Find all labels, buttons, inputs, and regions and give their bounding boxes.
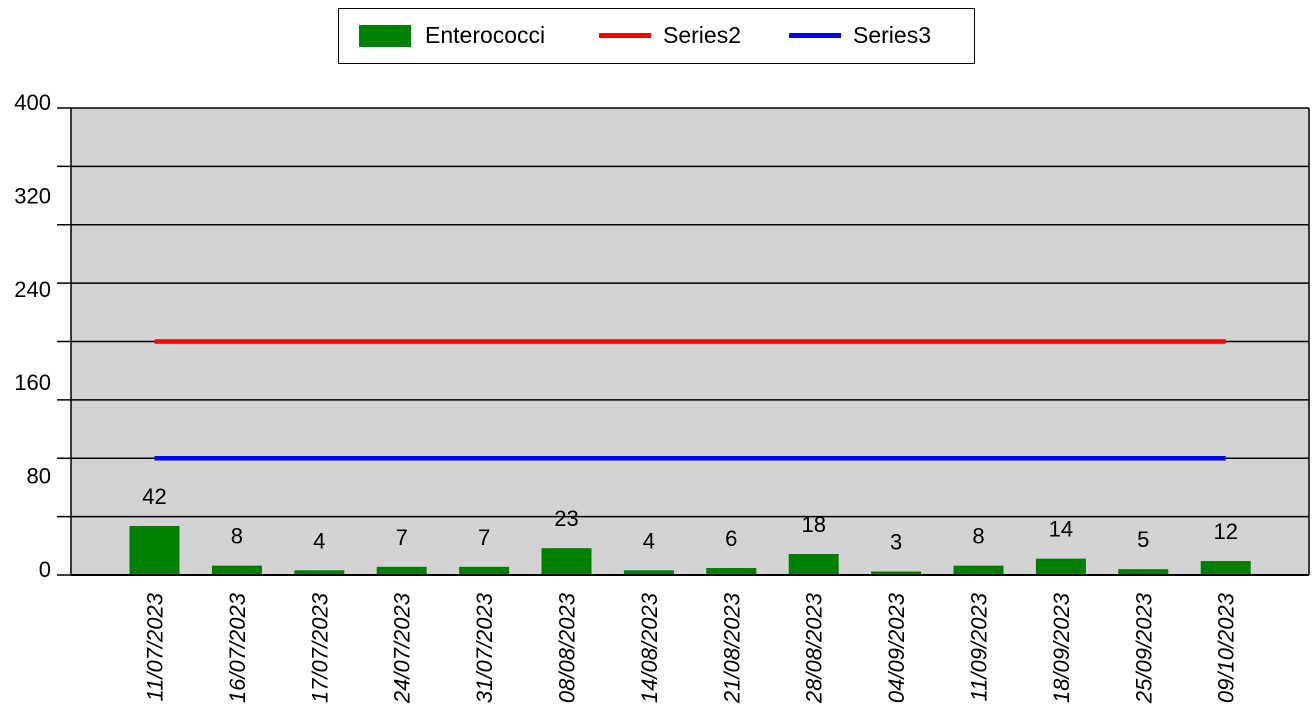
x-tick-label: 25/09/2023 (1131, 592, 1156, 704)
bar-data-label: 8 (972, 524, 984, 549)
bar-data-label: 8 (231, 524, 243, 549)
legend-swatch-series2 (599, 33, 651, 38)
legend-item-series3: Series3 (789, 9, 931, 62)
y-tick-label: 240 (14, 277, 51, 302)
bar (1118, 569, 1169, 575)
bar-data-label: 7 (396, 525, 408, 550)
y-tick-label: 80 (27, 464, 51, 489)
x-tick-label: 11/07/2023 (143, 592, 168, 701)
bar-data-label: 7 (478, 525, 490, 550)
y-tick-label: 400 (14, 90, 51, 115)
x-tick-label: 28/08/2023 (802, 592, 827, 704)
x-tick-label: 04/09/2023 (884, 592, 909, 703)
bar-data-label: 18 (801, 512, 825, 537)
legend-label-series3: Series3 (853, 22, 931, 48)
bar-data-label: 5 (1137, 527, 1149, 552)
bar-data-label: 3 (890, 529, 902, 554)
y-tick-label: 160 (14, 370, 51, 395)
bar (376, 566, 427, 575)
bar-data-label: 4 (313, 528, 325, 553)
bar (623, 570, 674, 575)
bar-data-label: 14 (1049, 517, 1073, 542)
bar-data-label: 4 (643, 528, 655, 553)
bar-data-label: 42 (142, 484, 166, 509)
bar (129, 525, 180, 575)
legend-item-series2: Series2 (599, 9, 741, 62)
x-tick-label: 24/07/2023 (390, 592, 415, 704)
bar (788, 553, 839, 575)
bar (1200, 560, 1251, 575)
x-tick-label: 09/10/2023 (1214, 592, 1239, 703)
legend-label-series2: Series2 (663, 22, 741, 48)
bar-data-label: 23 (554, 506, 578, 531)
bar (1035, 558, 1086, 575)
bar (871, 571, 922, 575)
x-tick-label: 17/07/2023 (307, 592, 332, 703)
legend-swatch-series3 (789, 33, 841, 38)
x-tick-label: 11/09/2023 (967, 592, 992, 701)
x-tick-label: 08/08/2023 (555, 592, 580, 703)
bar-data-label: 6 (725, 526, 737, 551)
x-tick-label: 18/09/2023 (1049, 592, 1074, 703)
x-tick-label: 31/07/2023 (472, 592, 497, 703)
bar (294, 570, 345, 575)
bar (459, 566, 510, 575)
x-tick-label: 21/08/2023 (719, 592, 744, 704)
legend-item-enterococci: Enterococci (359, 9, 545, 62)
bar (211, 565, 262, 575)
y-tick-label: 0 (39, 557, 51, 582)
x-tick-label: 14/08/2023 (637, 592, 662, 703)
y-tick-label: 320 (14, 183, 51, 208)
chart-legend: Enterococci Series2 Series3 (338, 8, 975, 64)
bar (706, 567, 757, 575)
legend-swatch-enterococci (359, 24, 411, 47)
bar (953, 565, 1004, 575)
x-tick-label: 16/07/2023 (225, 592, 250, 703)
bar-data-label: 12 (1213, 519, 1237, 544)
legend-label-enterococci: Enterococci (425, 22, 546, 48)
bar (541, 548, 592, 575)
